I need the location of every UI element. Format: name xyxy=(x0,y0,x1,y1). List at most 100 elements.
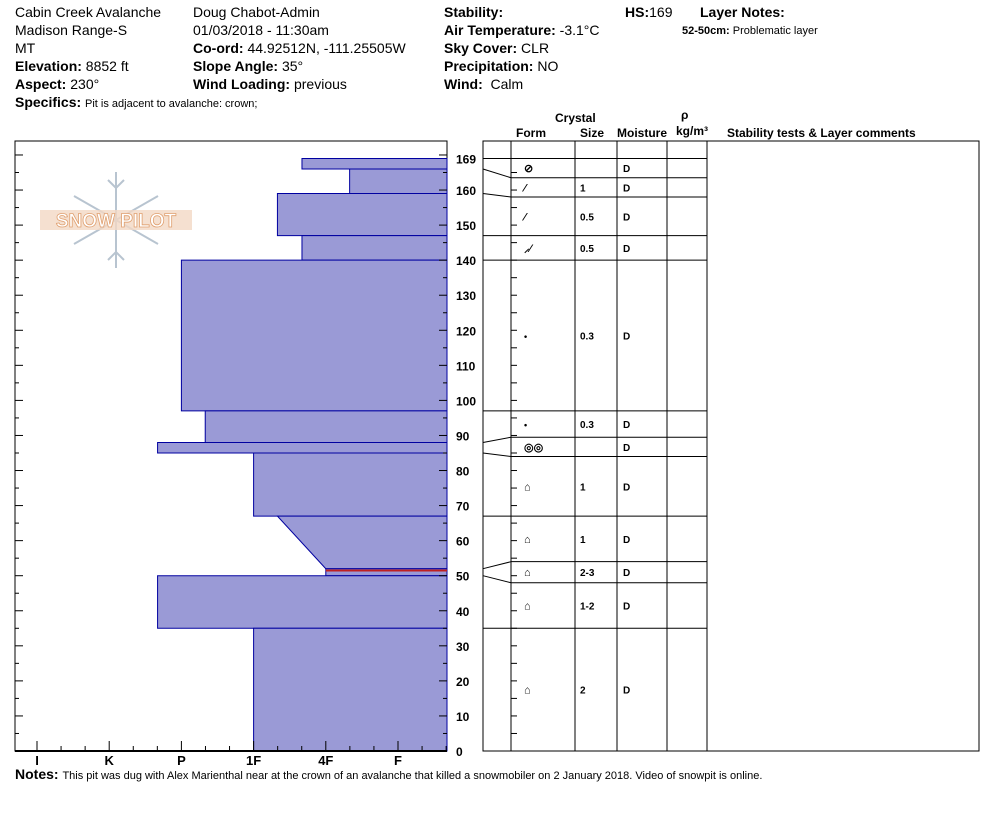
elevation: Elevation: 8852 ft xyxy=(15,58,129,74)
precipitation: Precipitation: NO xyxy=(444,58,558,74)
aspect-value: 230° xyxy=(70,76,100,92)
depth-tick-label-110: 110 xyxy=(456,359,476,373)
sky-cover: Sky Cover: CLR xyxy=(444,40,549,56)
moisture-value: D xyxy=(623,244,630,255)
hardness-tick-label-I: I xyxy=(35,753,39,768)
density-unit-header: kg/m³ xyxy=(676,124,709,138)
hardness-tick-label-F: F xyxy=(394,753,402,768)
hardness-tick-label-1F: 1F xyxy=(246,753,261,768)
moisture-value: D xyxy=(623,183,630,194)
crystal-form-icon-depth-hoar: ⌂ xyxy=(524,534,531,546)
crystal-size: 1 xyxy=(580,482,586,493)
hardness-bar-1 xyxy=(349,168,448,195)
elevation-value: 8852 ft xyxy=(85,58,129,74)
crystal-form-icon-rounded: • xyxy=(524,420,527,430)
depth-tick-label-120: 120 xyxy=(456,324,476,338)
moisture-header: Moisture xyxy=(617,126,668,140)
density-rho-header: ρ xyxy=(681,108,689,122)
crystal-size: 1 xyxy=(580,535,586,546)
depth-connector-line xyxy=(482,436,512,443)
comments-header: Stability tests & Layer comments xyxy=(727,126,916,140)
hardness-bar-0 xyxy=(301,157,448,170)
crystal-size: 0.3 xyxy=(580,420,594,431)
moisture-value: D xyxy=(623,482,630,493)
depth-tick-label-20: 20 xyxy=(456,675,470,689)
moisture-value: D xyxy=(623,164,630,175)
notes-text: This pit was dug with Alex Marienthal ne… xyxy=(62,770,763,782)
depth-tick-label-100: 100 xyxy=(456,394,476,408)
depth-tick-label-130: 130 xyxy=(456,289,476,303)
crystal-form-icon-decomp-frag: ⸝⁄ xyxy=(524,243,533,255)
crystal-form-icon-depth-hoar: ⌂ xyxy=(524,567,531,579)
hardness-bar-3 xyxy=(301,235,448,261)
crystal-form-icon-depth-hoar: ⌂ xyxy=(524,481,531,493)
coord-label: Co-ord: xyxy=(193,40,244,56)
hardness-bar-2 xyxy=(276,193,448,237)
hardness-bar-10 xyxy=(157,575,448,629)
wind-loading-value: previous xyxy=(293,76,347,92)
notes-label: Notes: xyxy=(15,766,59,782)
depth-tick-label-70: 70 xyxy=(456,500,470,514)
hs-label: HS: xyxy=(625,4,650,20)
depth-tick-label-50: 50 xyxy=(456,570,470,584)
snowflake-icon: SNOW PILOT xyxy=(40,172,192,268)
crystal-size: 0.5 xyxy=(580,244,594,255)
crystal-form-icon-melt: ◎◎ xyxy=(524,442,544,454)
specifics: Specifics: Pit is adjacent to avalanche:… xyxy=(15,94,257,112)
depth-connector-line xyxy=(482,561,512,570)
sky-value: CLR xyxy=(521,40,550,56)
crystal-size: 1 xyxy=(580,183,586,194)
precip-value: NO xyxy=(537,58,559,74)
layer-note: 52-50cm: Problematic layer xyxy=(682,23,818,39)
layer-note-range: 52-50cm: xyxy=(682,25,730,37)
hardness-bar-8 xyxy=(276,515,448,570)
hardness-tick-label-K: K xyxy=(105,753,115,768)
depth-tick-label-60: 60 xyxy=(456,535,470,549)
depth-tick-label-40: 40 xyxy=(456,605,470,619)
size-header: Size xyxy=(580,126,605,140)
hardness-bar-5 xyxy=(204,410,448,443)
hardness-tick-label-4F: 4F xyxy=(318,753,333,768)
depth-tick-label-10: 10 xyxy=(456,710,470,724)
range: Madison Range-S xyxy=(15,22,128,38)
air-temp: Air Temperature: -3.1°C xyxy=(444,22,600,38)
crystal-form-icon-depth-hoar: ⌂ xyxy=(524,685,531,697)
crystal-size: 2-3 xyxy=(580,568,595,579)
depth-tick-label-80: 80 xyxy=(456,465,470,479)
coord: Co-ord: 44.92512N, -111.25505W xyxy=(193,40,406,56)
depth-tick-label-30: 30 xyxy=(456,640,470,654)
wind-label: Wind: xyxy=(444,76,483,92)
hs: HS:169 xyxy=(625,4,672,20)
snowpilot-logo: SNOW PILOT xyxy=(38,170,193,270)
moisture-value: D xyxy=(623,535,630,546)
hs-value: 169 xyxy=(649,4,673,20)
depth-connector-line xyxy=(482,168,512,179)
coord-value: 44.92512N, -111.25505W xyxy=(247,40,406,56)
wind-loading-label: Wind Loading: xyxy=(193,76,291,92)
crystal-size: 1-2 xyxy=(580,602,595,613)
stability: Stability: xyxy=(444,4,503,20)
hardness-bar-6 xyxy=(157,441,448,454)
moisture-value: D xyxy=(623,332,630,343)
moisture-value: D xyxy=(623,686,630,697)
hardness-tick-label-P: P xyxy=(177,753,186,768)
crystal-form-icon-depth-hoar: ⌂ xyxy=(524,601,531,613)
depth-tick-label-169: 169 xyxy=(456,152,476,166)
layer-table-frame xyxy=(482,140,980,752)
depth-connector-line xyxy=(482,452,512,457)
depth-tick-label-160: 160 xyxy=(456,184,476,198)
notes: Notes: This pit was dug with Alex Marien… xyxy=(15,766,762,784)
slope: Slope Angle: 35° xyxy=(193,58,303,74)
precip-label: Precipitation: xyxy=(444,58,534,74)
depth-tick-label-140: 140 xyxy=(456,254,476,268)
wind-value: Calm xyxy=(490,76,524,92)
depth-tick-label-90: 90 xyxy=(456,429,470,443)
observer: Doug Chabot-Admin xyxy=(193,4,320,20)
depth-connector-line xyxy=(482,575,512,584)
aspect-label: Aspect: xyxy=(15,76,67,92)
hardness-bar-7 xyxy=(253,452,448,517)
aspect: Aspect: 230° xyxy=(15,76,99,92)
depth-tick-label-150: 150 xyxy=(456,219,476,233)
